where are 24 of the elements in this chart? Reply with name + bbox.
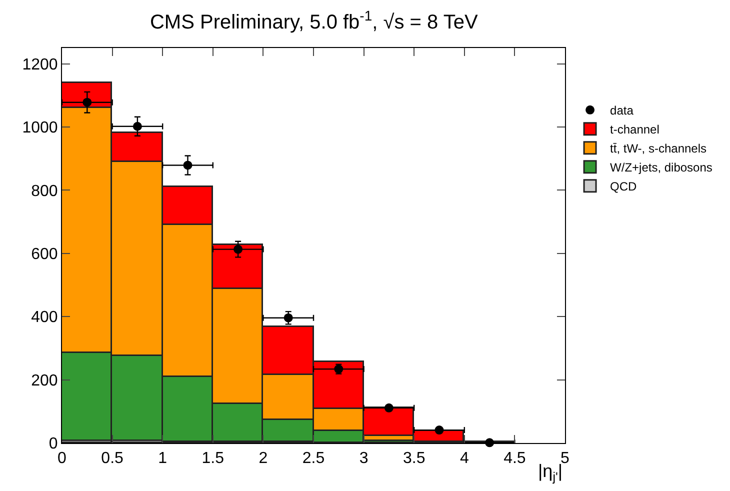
- legend-label: data: [610, 104, 634, 118]
- x-tick-label: 2: [258, 450, 268, 468]
- x-tick-label: 1: [158, 450, 168, 468]
- x-tick-label: 3: [359, 450, 368, 468]
- x-tick-label: 4.5: [504, 450, 526, 468]
- y-tick-label: 800: [31, 182, 58, 200]
- x-axis-title: |η$_{j'}$|: [538, 461, 563, 484]
- y-tick-label: 1200: [22, 56, 58, 74]
- legend-label: QCD: [610, 180, 638, 194]
- x-tick-label: 1.5: [202, 450, 224, 468]
- y-tick-label: 600: [31, 246, 58, 263]
- legend-label: W/Z+jets, dibosons: [610, 160, 712, 175]
- x-tick-label: 3.5: [402, 450, 426, 468]
- x-tick-label: 0.5: [101, 450, 124, 468]
- legend-label: tt̄, tW-, s-channels: [610, 142, 707, 156]
- y-tick-label: 200: [31, 372, 58, 390]
- chart-title: CMS Preliminary, 5.0 fb$^{-1}$, √s = 8 TeV: [150, 7, 478, 34]
- x-tick-label: 4: [460, 450, 469, 468]
- x-tick-label: 2.5: [302, 450, 325, 468]
- legend-label: t-channel: [610, 122, 660, 137]
- y-tick-label: 1000: [22, 120, 58, 137]
- y-tick-label: 0: [48, 436, 58, 453]
- y-tick-label: 400: [31, 309, 58, 326]
- x-tick-label: 5: [560, 450, 570, 468]
